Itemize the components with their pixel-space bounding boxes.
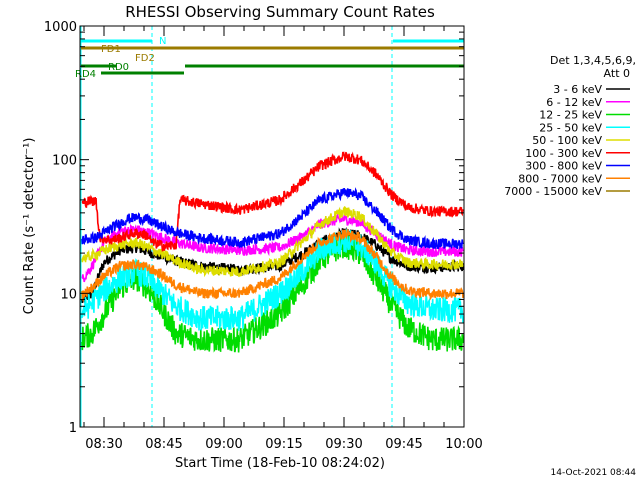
state-label-fd2: FD2 <box>135 53 155 64</box>
series-line-3 <box>81 229 464 331</box>
legend-label: 100 - 300 keV <box>525 147 602 160</box>
legend-label: 7000 - 15000 keV <box>504 185 602 198</box>
legend-label: 6 - 12 keV <box>546 96 602 109</box>
series-line-6 <box>81 187 464 250</box>
x-tick-label: 09:15 <box>265 437 302 452</box>
series-line-1 <box>81 212 464 283</box>
y-tick-label: 100 <box>52 154 77 169</box>
series-line-4 <box>81 205 464 278</box>
series-line-5 <box>81 151 464 252</box>
legend-label: 300 - 800 keV <box>525 160 602 173</box>
y-axis-label: Count Rate (s⁻¹ detector⁻¹) <box>22 138 37 315</box>
legend-header-line-2: Att 0 <box>604 67 630 80</box>
legend-label: 3 - 6 keV <box>553 83 602 96</box>
y-tick-label: 10 <box>60 287 77 302</box>
chart-title: RHESSI Observing Summary Count Rates <box>125 3 435 21</box>
legend-label: 25 - 50 keV <box>539 121 602 134</box>
legend-label: 12 - 25 keV <box>539 109 602 122</box>
y-tick-label: 1000 <box>44 20 77 35</box>
y-axis-ticks: 1 10 100 1000 <box>44 20 464 436</box>
x-axis-ticks: 08:30 08:45 09:00 09:15 09:30 09:45 10:00 <box>83 26 483 452</box>
state-label-rd4: RD4 <box>75 69 96 80</box>
x-tick-label: 08:45 <box>145 437 182 452</box>
x-tick-label: 09:00 <box>205 437 242 452</box>
legend-header-line-1: Det 1,3,4,5,6,9, <box>550 54 636 67</box>
x-tick-label: 09:30 <box>325 437 362 452</box>
state-bars: N FD1 FD2 RD0 RD4 <box>75 36 464 80</box>
series-lines <box>81 151 464 353</box>
series-line-7 <box>81 228 464 302</box>
date-stamp: 14-Oct-2021 08:44 <box>551 468 637 478</box>
legend-label: 50 - 100 keV <box>532 134 602 147</box>
y-tick-label: 1 <box>69 421 77 436</box>
legend-label: 800 - 7000 keV <box>518 172 602 185</box>
x-axis-label: Start Time (18-Feb-10 08:24:02) <box>175 456 385 471</box>
state-label-fd1: FD1 <box>101 44 121 55</box>
x-tick-label: 08:30 <box>85 437 122 452</box>
series-line-2 <box>81 232 464 353</box>
x-tick-label: 10:00 <box>445 437 482 452</box>
x-tick-label: 09:45 <box>385 437 422 452</box>
plot-frame <box>79 25 465 428</box>
state-label-rd0: RD0 <box>108 62 129 73</box>
state-label-n: N <box>159 36 166 47</box>
